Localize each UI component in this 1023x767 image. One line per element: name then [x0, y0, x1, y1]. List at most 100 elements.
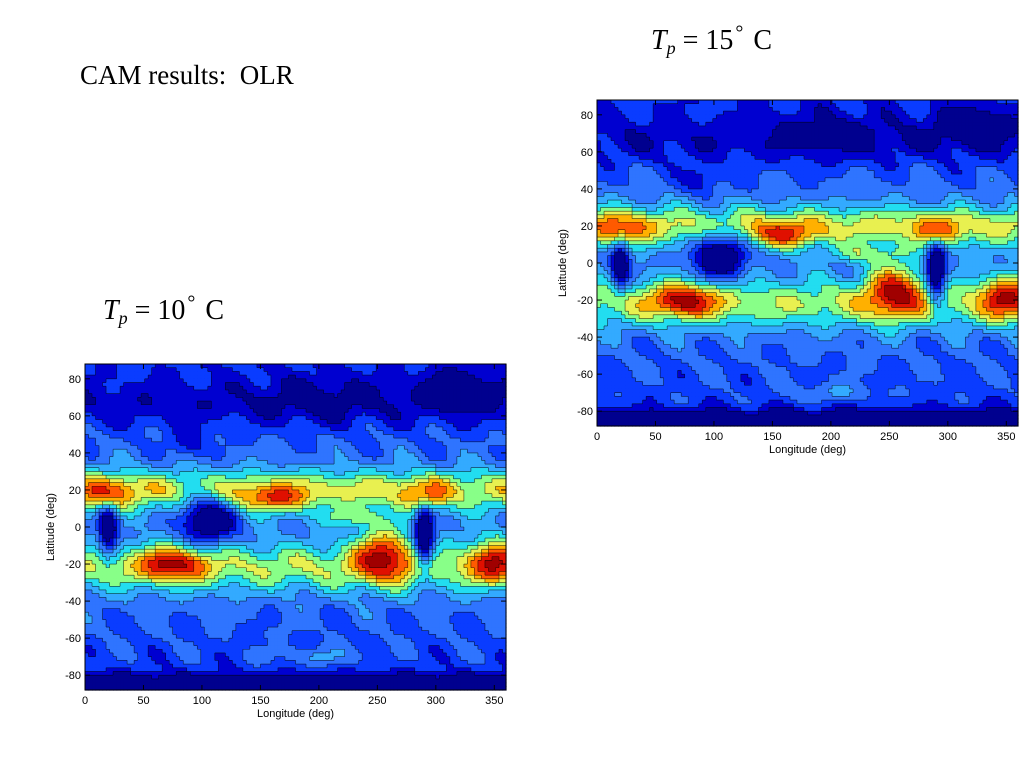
olr-cell — [786, 248, 791, 253]
olr-cell — [765, 211, 770, 216]
olr-cell — [772, 103, 777, 108]
olr-cell — [975, 229, 981, 234]
olr-cell — [891, 225, 896, 231]
olr-cell — [705, 214, 710, 220]
olr-cell — [968, 148, 973, 153]
olr-cell — [853, 248, 858, 253]
olr-cell — [667, 251, 672, 257]
olr-cell — [825, 170, 830, 175]
olr-cell — [919, 185, 924, 190]
olr-cell — [828, 140, 833, 146]
olr-cell — [761, 222, 766, 227]
olr-cell — [614, 207, 619, 212]
olr-cell — [705, 211, 710, 216]
olr-cell — [649, 185, 654, 190]
olr-cell — [919, 140, 924, 146]
temperature-unit: C — [753, 25, 772, 56]
olr-cell — [765, 240, 770, 246]
olr-cell — [951, 148, 956, 153]
olr-cell — [604, 248, 609, 253]
olr-cell — [779, 125, 784, 131]
olr-cell — [807, 148, 812, 153]
olr-cell — [846, 225, 851, 231]
olr-cell — [916, 100, 921, 105]
olr-cell — [996, 218, 1002, 223]
olr-cell — [698, 159, 703, 164]
olr-cell — [786, 181, 791, 186]
olr-cell — [761, 159, 766, 164]
olr-cell — [989, 203, 995, 209]
olr-cell — [909, 222, 914, 227]
olr-cell — [881, 225, 886, 231]
olr-cell — [730, 122, 735, 127]
olr-cell — [975, 107, 981, 112]
olr-cell — [681, 181, 686, 186]
olr-cell — [716, 114, 721, 120]
olr-cell — [891, 211, 896, 216]
olr-cell — [975, 200, 981, 205]
olr-cell — [737, 200, 742, 205]
olr-cell — [642, 122, 647, 127]
olr-cell — [954, 244, 959, 249]
olr-cell — [733, 222, 738, 227]
olr-cell — [951, 240, 956, 246]
olr-cell — [884, 225, 889, 231]
olr-cell — [639, 148, 644, 153]
olr-cell — [888, 237, 893, 242]
olr-cell — [723, 125, 728, 131]
olr-cell — [670, 174, 675, 179]
olr-cell — [614, 114, 619, 120]
olr-cell — [835, 207, 840, 212]
olr-cell — [674, 111, 679, 116]
olr-cell — [737, 114, 742, 120]
olr-cell — [825, 174, 830, 179]
olr-cell — [807, 166, 812, 171]
olr-cell — [663, 196, 668, 201]
olr-cell — [733, 244, 738, 249]
olr-cell — [604, 229, 609, 234]
olr-cell — [940, 166, 945, 171]
olr-cell — [649, 144, 654, 149]
olr-cell — [814, 148, 819, 153]
olr-cell — [811, 100, 816, 105]
olr-cell — [968, 125, 973, 131]
olr-cell — [747, 211, 752, 216]
olr-cell — [775, 144, 781, 149]
olr-cell — [719, 251, 724, 257]
olr-cell — [597, 203, 602, 209]
olr-cell — [765, 196, 770, 201]
olr-cell — [775, 170, 781, 175]
olr-cell — [979, 188, 984, 194]
olr-cell — [853, 107, 858, 112]
olr-cell — [905, 166, 910, 171]
olr-cell — [811, 170, 816, 175]
olr-cell — [653, 151, 658, 157]
olr-cell — [775, 174, 781, 179]
olr-cell — [979, 240, 984, 246]
olr-cell — [618, 240, 623, 246]
olr-cell — [751, 200, 756, 205]
olr-cell — [639, 225, 644, 231]
olr-cell — [821, 159, 826, 164]
olr-cell — [863, 248, 868, 253]
olr-cell — [842, 125, 847, 131]
olr-cell — [656, 162, 661, 168]
olr-cell — [656, 144, 661, 149]
olr-cell — [597, 218, 602, 223]
olr-cell — [639, 200, 644, 205]
olr-cell — [782, 103, 788, 108]
olr-cell — [782, 111, 788, 116]
olr-cell — [733, 162, 738, 168]
olr-cell — [835, 125, 840, 131]
olr-cell — [1000, 155, 1005, 160]
olr-cell — [646, 248, 651, 253]
olr-cell — [849, 133, 854, 138]
olr-cell — [825, 240, 830, 246]
olr-cell — [856, 129, 861, 134]
olr-cell — [916, 225, 921, 231]
olr-cell — [807, 218, 812, 223]
olr-cell — [856, 207, 861, 212]
olr-cell — [786, 162, 791, 168]
olr-cell — [895, 222, 900, 227]
olr-cell — [835, 200, 840, 205]
